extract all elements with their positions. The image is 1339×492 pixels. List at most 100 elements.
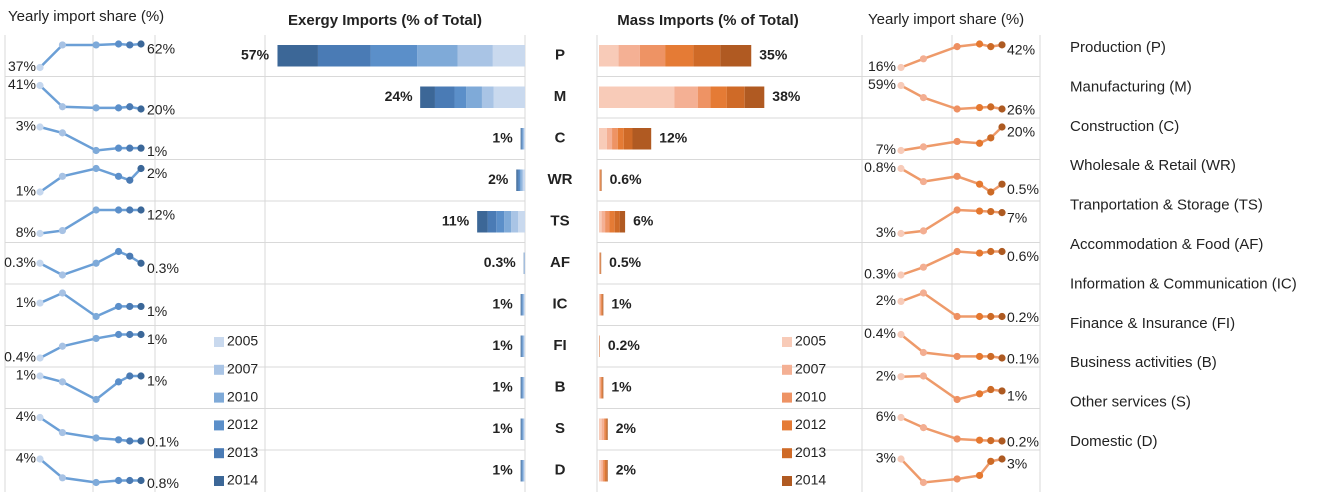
sparkline-point bbox=[987, 43, 995, 51]
sparkline-point bbox=[998, 180, 1006, 188]
bar-segment bbox=[521, 418, 522, 440]
sector-name: Finance & Insurance (FI) bbox=[1070, 315, 1235, 332]
bar-segment bbox=[674, 86, 698, 108]
sparkline bbox=[39, 291, 141, 318]
sparkline-point bbox=[137, 105, 145, 113]
sparkline-point bbox=[919, 478, 928, 487]
sparkline-point bbox=[919, 94, 928, 102]
legend-label: 2005 bbox=[795, 333, 826, 349]
legend-label: 2012 bbox=[795, 416, 826, 432]
bar-segment bbox=[601, 377, 603, 399]
value-label: 7% bbox=[1007, 209, 1027, 225]
legend-swatch bbox=[214, 476, 224, 486]
value-label: 20% bbox=[1007, 124, 1035, 140]
bar-segment bbox=[710, 86, 727, 108]
sparkline-point bbox=[58, 226, 67, 235]
sparkline-point bbox=[975, 207, 984, 215]
bar-segment bbox=[517, 169, 519, 191]
legend-label: 2010 bbox=[795, 388, 826, 404]
total-label: 1% bbox=[611, 378, 632, 394]
sparkline-point bbox=[987, 436, 995, 445]
sparkline bbox=[39, 167, 142, 194]
value-label: 2% bbox=[147, 165, 167, 181]
value-label: 26% bbox=[1007, 102, 1035, 118]
legend-label: 2014 bbox=[227, 472, 258, 488]
bar-segment bbox=[454, 86, 467, 108]
bar-segment bbox=[523, 335, 525, 357]
sparkline-point bbox=[114, 476, 123, 485]
value-label: 12% bbox=[147, 207, 175, 223]
bar-segment bbox=[524, 335, 525, 357]
value-label: 0.3% bbox=[4, 254, 36, 270]
legend-swatch bbox=[214, 337, 224, 347]
value-label: 4% bbox=[16, 408, 36, 424]
sparkline-point bbox=[953, 206, 961, 214]
category-code: B bbox=[555, 379, 566, 396]
sparkline-point bbox=[36, 259, 44, 267]
sparkline-point bbox=[126, 41, 134, 49]
sparkline-point bbox=[998, 247, 1006, 256]
sparkline-point bbox=[58, 271, 67, 279]
bar-segment bbox=[609, 211, 615, 233]
value-label: 0.3% bbox=[864, 266, 896, 282]
sparkline-point bbox=[137, 164, 145, 173]
sparkline-point bbox=[137, 144, 145, 152]
bar-segment bbox=[434, 86, 455, 108]
sparkline-point bbox=[953, 395, 961, 404]
sparkline-point bbox=[58, 289, 67, 297]
sparkline-point bbox=[987, 312, 995, 321]
bar-segment bbox=[523, 128, 525, 150]
sparkline-point bbox=[36, 455, 44, 463]
sparkline-point bbox=[953, 352, 961, 361]
sparkline-point bbox=[897, 330, 905, 339]
bar-segment bbox=[602, 294, 603, 316]
bar-segment bbox=[521, 460, 523, 482]
value-label: 62% bbox=[147, 41, 175, 57]
sparkline bbox=[39, 458, 141, 484]
sparkline-point bbox=[36, 229, 44, 238]
value-label: 1% bbox=[147, 331, 167, 347]
sparkline-point bbox=[137, 437, 145, 445]
bar-segment bbox=[521, 335, 523, 357]
bar-segment bbox=[523, 294, 525, 316]
bar-segment bbox=[726, 86, 745, 108]
bar-segment bbox=[518, 169, 521, 191]
bar-segment bbox=[665, 45, 694, 67]
sparkline-point bbox=[137, 476, 145, 485]
sparkline-point bbox=[998, 312, 1006, 321]
sparkline-point bbox=[114, 247, 123, 256]
bar-segment bbox=[521, 294, 522, 316]
value-label: 37% bbox=[8, 58, 36, 74]
sparkline bbox=[39, 250, 142, 277]
bar-segment bbox=[600, 294, 602, 316]
sparkline bbox=[39, 374, 141, 401]
category-code: S bbox=[555, 420, 565, 437]
sparkline-point bbox=[953, 105, 961, 113]
bar-segment bbox=[693, 45, 721, 67]
sparkline bbox=[39, 208, 141, 235]
category-code: AF bbox=[550, 254, 570, 271]
bar-segment bbox=[599, 294, 600, 316]
sparkline-point bbox=[114, 436, 123, 444]
category-code: IC bbox=[553, 296, 568, 313]
category-code: P bbox=[555, 47, 565, 64]
bar-segment bbox=[604, 460, 606, 482]
legend-label: 2014 bbox=[795, 472, 826, 488]
sparkline-point bbox=[92, 395, 100, 404]
total-label: 0.5% bbox=[609, 254, 641, 270]
bar-segment bbox=[521, 128, 523, 150]
total-label: 1% bbox=[492, 378, 513, 394]
sparkline-point bbox=[987, 188, 995, 196]
bar-segment bbox=[639, 45, 666, 67]
value-label: 3% bbox=[16, 118, 36, 134]
bar-segment bbox=[522, 460, 524, 482]
sparkline-point bbox=[137, 372, 145, 380]
sector-name: Domestic (D) bbox=[1070, 433, 1158, 450]
bar-segment bbox=[606, 460, 608, 482]
sparkline-point bbox=[58, 172, 67, 180]
value-label: 3% bbox=[876, 224, 896, 240]
legend-label: 2013 bbox=[795, 444, 826, 460]
sparkline-point bbox=[897, 229, 905, 238]
sparkline-point bbox=[137, 330, 145, 339]
